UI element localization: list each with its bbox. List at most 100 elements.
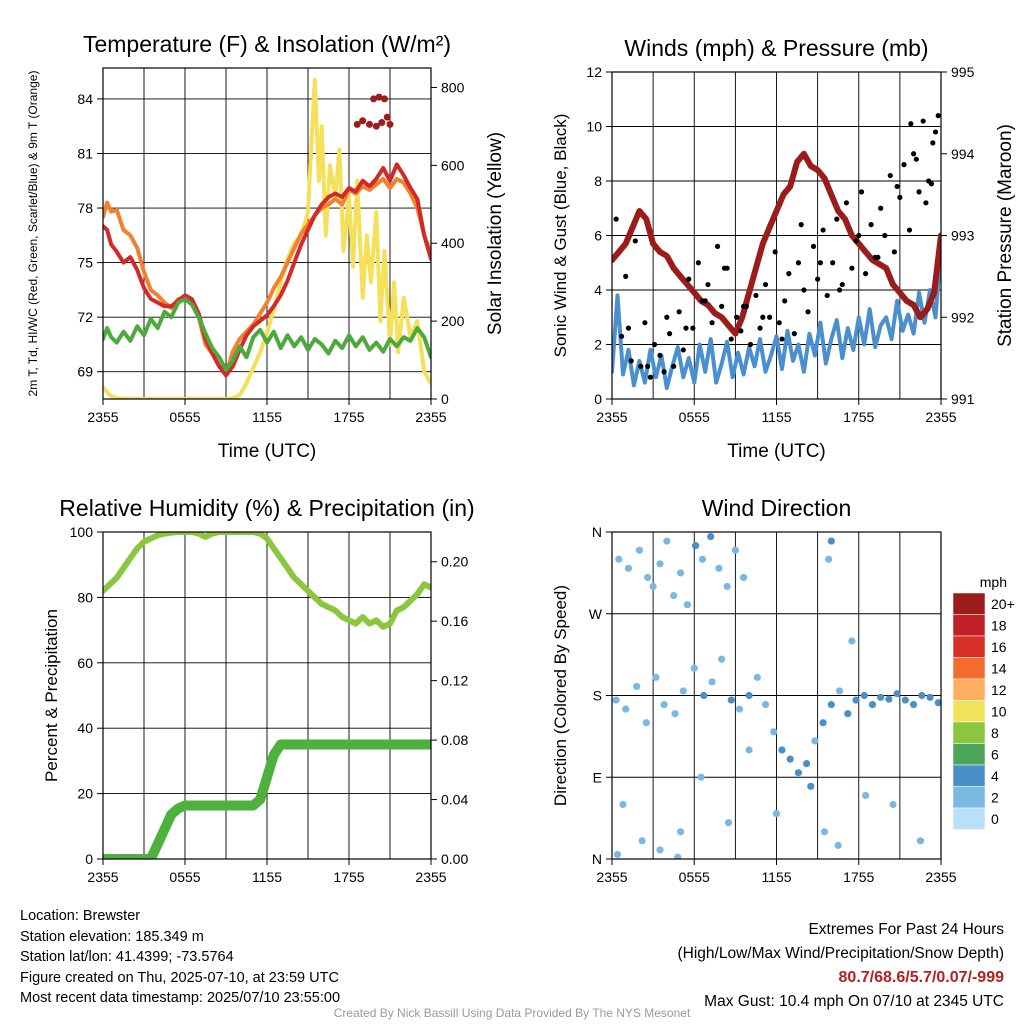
direction-point (844, 710, 852, 718)
data-point (734, 314, 740, 320)
data-point (370, 95, 378, 103)
x-tick-label: 0555 (679, 409, 710, 425)
direction-point (918, 691, 926, 700)
y2-tick-label: 0.12 (441, 673, 468, 689)
y-tick-label: W (589, 606, 603, 622)
direction-point (820, 828, 829, 836)
chart-panel-3: 0 20 40 60 80 100 0.00 0.04 0.08 0.12 0.16 0.20 2355… (42, 495, 475, 885)
direction-point (670, 591, 678, 600)
data-point (824, 292, 830, 299)
legend-label: 10 (991, 704, 1007, 720)
x-tick-label: 2355 (415, 409, 446, 425)
data-point (913, 156, 919, 162)
y-tick-label: 60 (77, 655, 93, 671)
direction-point (724, 819, 733, 827)
x-tick-label: 1155 (761, 869, 791, 885)
data-point (618, 333, 625, 339)
chart-panel-1: 69 72 75 78 81 84 0 200 400 600 800 2355 0555 1155 175… (26, 31, 506, 462)
data-point (791, 331, 797, 337)
x-tick-label: 2355 (87, 409, 118, 425)
data-point (906, 227, 913, 233)
legend-label: 14 (991, 661, 1007, 677)
data-point (830, 260, 836, 266)
x-tick-label: 2355 (596, 409, 627, 425)
x-tick-label: 2355 (415, 869, 446, 885)
legend-swatch (952, 635, 986, 658)
direction-point (848, 637, 856, 645)
data-point (378, 119, 386, 127)
y-tick-label: 12 (586, 64, 602, 80)
y2-tick-label: 800 (441, 79, 465, 95)
data-point (647, 374, 653, 380)
data-point (805, 309, 811, 315)
direction-point (834, 841, 842, 849)
plot-frame (102, 531, 432, 860)
data-point (786, 271, 792, 277)
y-tick-label: S (593, 688, 602, 704)
data-point (728, 336, 734, 342)
direction-point (824, 555, 833, 563)
data-point (686, 276, 692, 282)
x-tick-label: 1755 (333, 869, 364, 885)
direction-point (652, 673, 660, 681)
data-point (928, 181, 935, 187)
x-tick-label: 1755 (333, 409, 364, 425)
data-point (856, 232, 862, 239)
direction-point (745, 746, 753, 754)
data-point (930, 140, 936, 146)
chart-title: Wind Direction (702, 495, 852, 521)
data-point (366, 120, 373, 128)
legend-swatch (952, 786, 986, 809)
data-point (359, 117, 367, 125)
direction-point (624, 564, 633, 572)
x-axis-label: Time (UTC) (727, 441, 826, 462)
data-point (868, 222, 874, 228)
x-tick-label: 0555 (169, 869, 200, 885)
direction-point (934, 699, 941, 707)
series-line-4 (103, 297, 431, 372)
y-axis-label: Direction (Colored By Speed) (551, 585, 570, 806)
chart-panel-2: 0 2 4 6 8 10 12 991 992 993 994 995 2355 0555 1155 1755… (551, 35, 1016, 462)
data-point (891, 249, 897, 255)
direction-point (807, 782, 815, 790)
data-point (642, 320, 648, 326)
direction-point (745, 691, 753, 700)
data-point (834, 216, 840, 222)
legend-swatch (952, 678, 986, 701)
data-point (683, 325, 689, 331)
legend-swatch (952, 614, 986, 637)
legend-label: 6 (991, 747, 999, 763)
data-point (721, 265, 728, 271)
y-tick-label: 40 (77, 720, 93, 736)
legend-label: 20+ (991, 596, 1015, 612)
direction-point (679, 687, 687, 695)
data-point (849, 265, 855, 271)
x-tick-label: 0555 (679, 869, 710, 885)
direction-point (700, 691, 708, 700)
y-tick-label: 80 (77, 589, 93, 605)
legend-label: 18 (991, 618, 1007, 634)
data-point (782, 298, 788, 304)
direction-point (819, 719, 827, 727)
data-point (664, 314, 670, 320)
direction-point (708, 678, 716, 686)
data-point (863, 271, 869, 277)
data-point (757, 325, 763, 331)
data-point (810, 243, 817, 249)
direction-point (633, 682, 641, 691)
y2-tick-label: 200 (441, 313, 465, 329)
direction-point (715, 564, 723, 572)
data-point (671, 363, 677, 369)
data-point (613, 216, 619, 222)
chart-panel-4: N E S W N 2355 0555 1155 1755 2355 Wind Direction D… (551, 495, 1015, 885)
direction-point (926, 693, 934, 701)
plot-frame (611, 531, 942, 860)
y-tick-label: 4 (594, 282, 602, 298)
data-point (709, 320, 715, 326)
y-tick-label: 75 (77, 255, 93, 271)
data-point (638, 363, 644, 369)
plot-frame (611, 71, 942, 400)
direction-point (862, 791, 870, 800)
series-line-1 (103, 77, 431, 399)
